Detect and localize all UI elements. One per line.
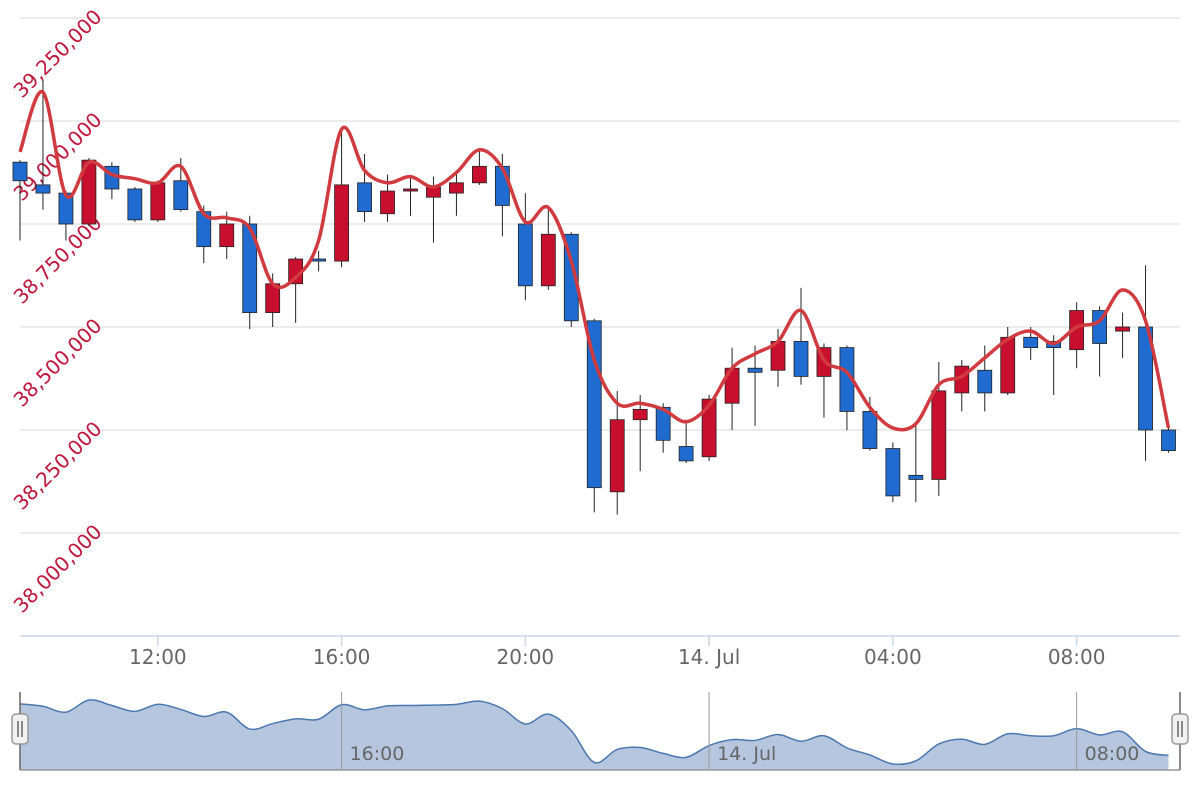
candle-body	[311, 258, 327, 262]
candle-body	[701, 398, 717, 458]
y-tick-label: 38,750,000	[9, 211, 107, 309]
candle-body	[655, 406, 671, 441]
candle-body	[678, 446, 694, 462]
y-tick-label: 39,250,000	[9, 5, 107, 103]
candle-body	[35, 184, 51, 194]
candle-body	[517, 223, 533, 287]
candle-body	[81, 159, 97, 225]
candle-body	[127, 188, 143, 221]
candle-body	[173, 180, 189, 210]
candle-body	[563, 233, 579, 322]
x-tick-label: 04:00	[864, 645, 922, 669]
x-tick-label: 16:00	[313, 645, 371, 669]
navigator-handle[interactable]	[1171, 713, 1189, 745]
candle-body	[1023, 336, 1039, 348]
candle-body	[862, 411, 878, 449]
navigator: 16:00 14. Jul 08:00	[11, 692, 1189, 771]
candle-body	[793, 341, 809, 377]
candle-body	[540, 233, 556, 287]
candle-body	[1161, 429, 1176, 452]
candle-body	[242, 223, 258, 313]
candle-body	[357, 182, 372, 213]
y-tick-label: 38,500,000	[9, 314, 107, 412]
x-tick-label: 12:00	[129, 645, 187, 669]
candle-body	[334, 184, 349, 262]
candle-body	[403, 188, 418, 192]
candle-body	[1000, 336, 1016, 394]
candle-body	[12, 161, 28, 182]
candle-body	[1138, 326, 1153, 431]
candle-body	[219, 223, 235, 248]
navigator-area	[20, 699, 1169, 770]
candle-body	[586, 320, 602, 489]
handle-body	[11, 713, 29, 745]
x-tick-label: 20:00	[497, 645, 555, 669]
candle-body	[472, 165, 487, 184]
navigator-tick-label: 08:00	[1085, 743, 1140, 765]
candle-body	[494, 165, 510, 206]
x-tick-label: 08:00	[1048, 645, 1106, 669]
candle-body	[609, 419, 625, 493]
candle-body	[747, 367, 763, 373]
handle-body	[1171, 713, 1189, 745]
candle-body	[1115, 326, 1130, 332]
y-tick-label: 38,250,000	[9, 417, 107, 515]
candle-body	[632, 408, 648, 421]
navigator-tick-label: 16:00	[350, 743, 405, 765]
x-tick-label: 14. Jul	[678, 645, 740, 669]
candle-body	[908, 474, 924, 480]
navigator-tick-label: 14. Jul	[717, 743, 776, 765]
indicator-line	[18, 90, 1171, 432]
candle-body	[449, 182, 464, 194]
navigator-handle[interactable]	[11, 713, 29, 745]
candle-body	[885, 448, 901, 497]
y-tick-label: 38,000,000	[9, 520, 107, 618]
candle-body	[150, 182, 166, 221]
candle-body	[380, 190, 395, 215]
navigator-line	[19, 699, 1169, 766]
candle-body	[977, 369, 993, 394]
candle-body	[931, 390, 947, 480]
